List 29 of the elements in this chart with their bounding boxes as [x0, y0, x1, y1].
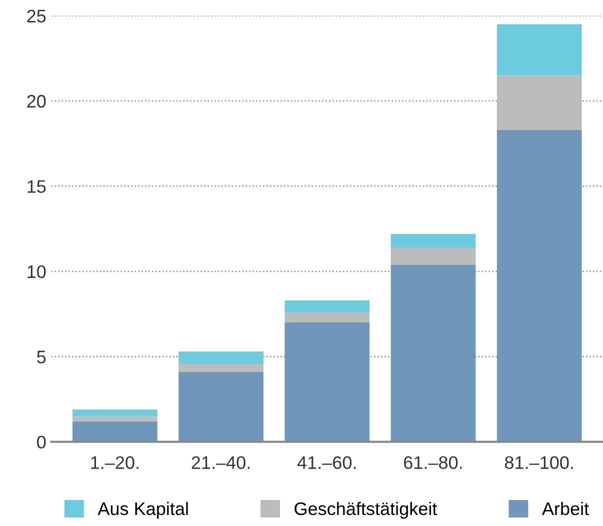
x-tick-label: 1.–20. — [91, 456, 138, 469]
y-tick-label: 15 — [28, 180, 46, 193]
bar — [72, 421, 158, 442]
bar — [390, 248, 476, 265]
x-tick-label: 41.–60. — [297, 456, 356, 469]
x-tick-label: 81.–100. — [504, 456, 573, 469]
bar — [178, 363, 264, 372]
bar — [496, 24, 582, 76]
x-tick-label: 61.–80. — [404, 456, 462, 469]
bar — [72, 416, 158, 422]
y-tick-label: 20 — [27, 94, 46, 108]
legend-label: Geschäftstätigkeit — [294, 502, 438, 519]
y-tick-label: 5 — [37, 350, 46, 364]
legend-label: Arbeit — [542, 502, 589, 516]
y-tick-label: 25 — [27, 10, 46, 22]
bar — [72, 409, 158, 416]
bar — [178, 372, 264, 442]
bar — [496, 130, 582, 442]
x-tick-label: 21.–40. — [192, 456, 250, 469]
bar — [496, 75, 582, 130]
bar — [284, 300, 370, 312]
y-tick-label: 10 — [28, 265, 46, 278]
bar — [390, 264, 476, 442]
bar — [284, 322, 370, 442]
bar — [390, 234, 476, 248]
bar — [284, 312, 370, 323]
y-tick-label: 0 — [37, 436, 46, 449]
bar — [178, 352, 264, 364]
legend-label: Aus Kapital — [98, 502, 188, 519]
